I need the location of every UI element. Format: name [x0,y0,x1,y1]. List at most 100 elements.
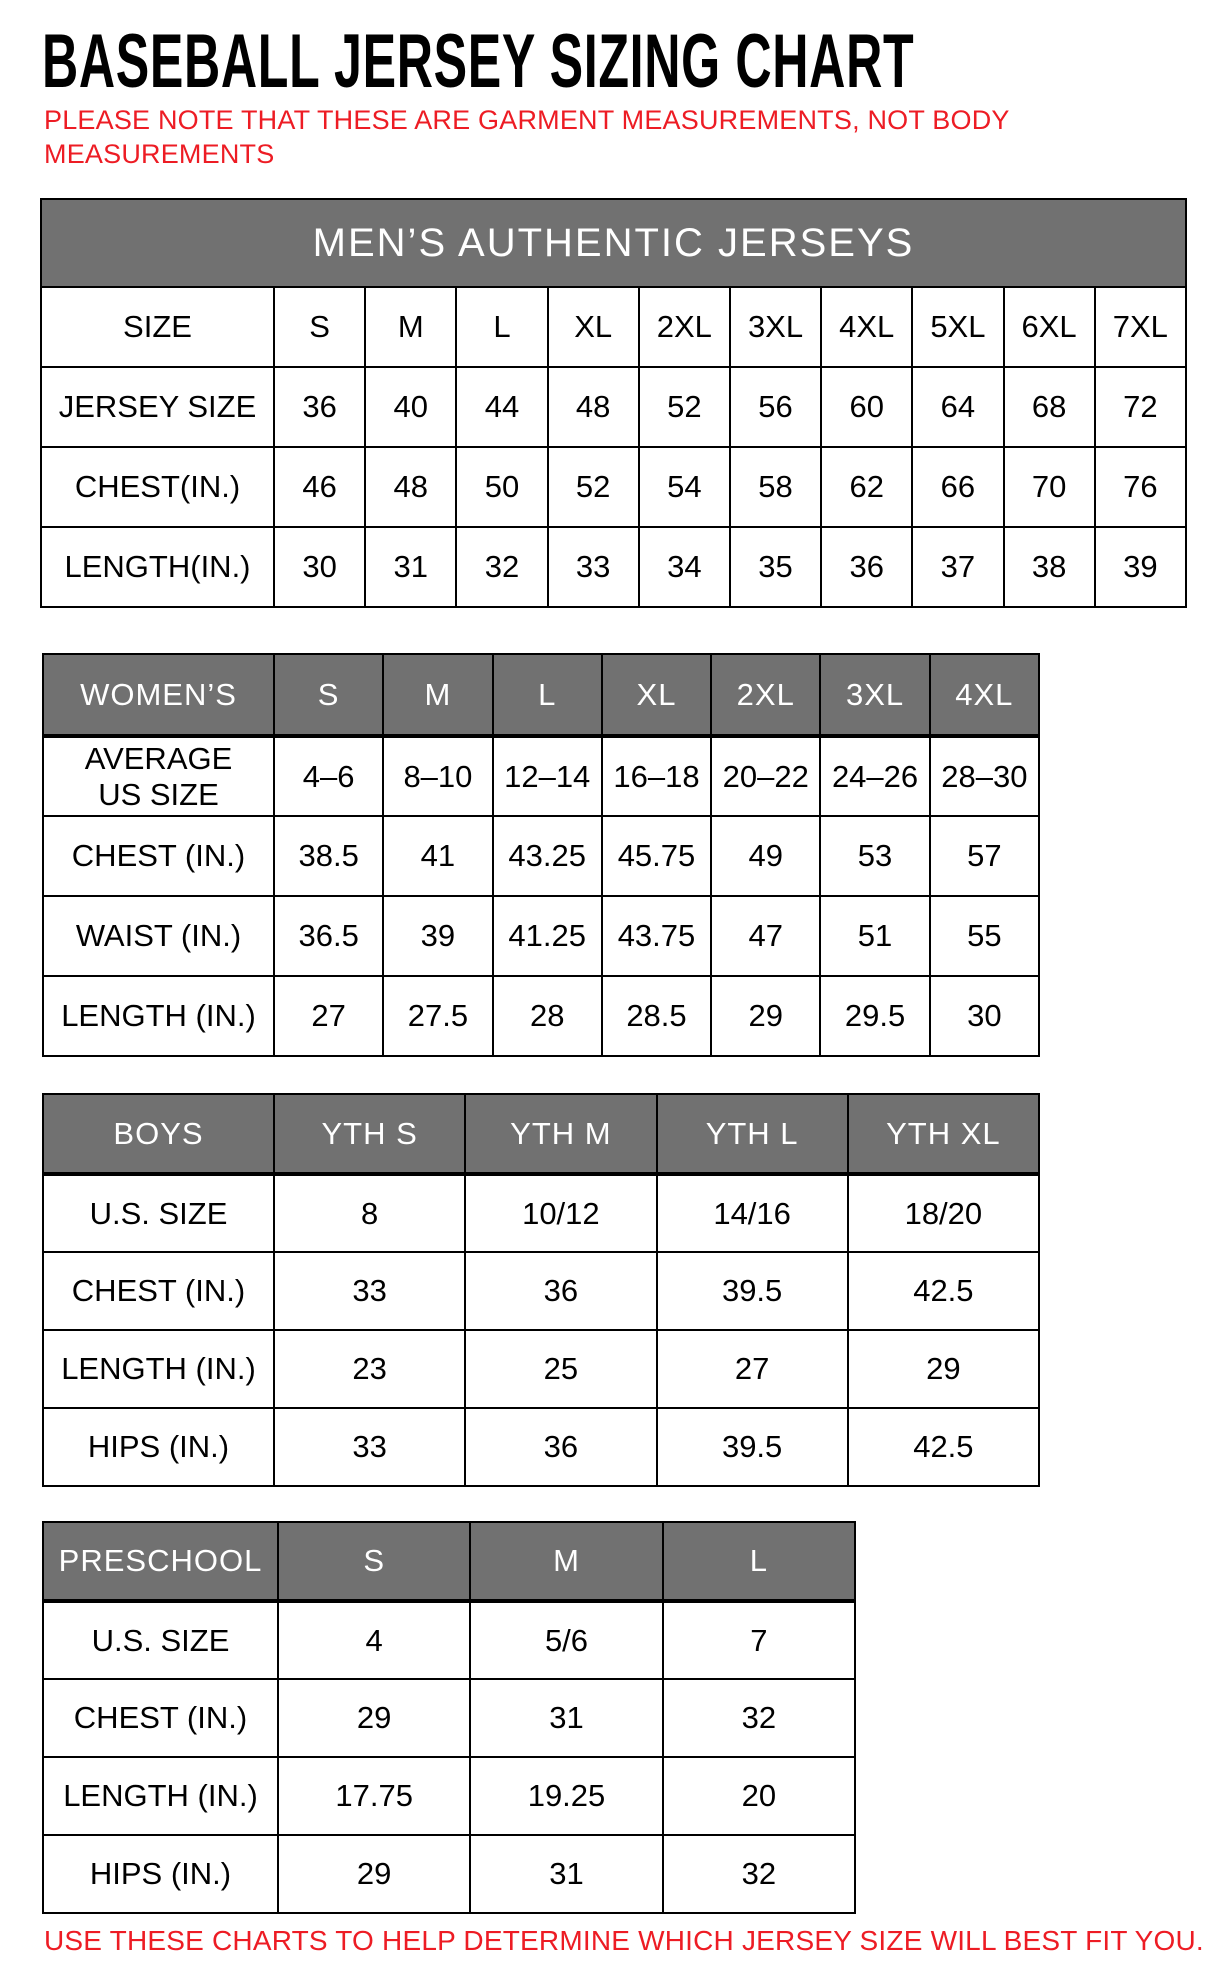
mens-sizing-table: MEN’S AUTHENTIC JERSEYS SIZE S M L XL 2XL 3XL 4X… [40,198,1188,608]
value-cell: 7 [661,1600,857,1680]
value-cell: 76 [1093,446,1188,528]
row-label-cell: CHEST(IN.) [40,446,275,528]
value-cell: 12–14 [491,735,603,817]
value-cell: 39.5 [655,1407,849,1487]
value-cell: 38 [1002,526,1096,608]
mens-table-section: MEN’S AUTHENTIC JERSEYS SIZE S M L XL 2XL 3XL 4X… [40,198,1188,608]
value-cell: 4 [276,1600,472,1680]
column-header-cell: 2XL [637,286,731,368]
value-cell: 32 [661,1834,857,1914]
preschool-sizing-table: PRESCHOOL S M L U.S. SIZE 4 5/6 7 CHEST (IN.) 29 3… [42,1521,857,1914]
column-header-cell: 7XL [1093,286,1188,368]
column-header-cell: L [455,286,549,368]
value-cell: 37 [911,526,1005,608]
column-header-row: SIZE S M L XL 2XL 3XL 4XL 5XL 6XL 7XL [40,286,1188,368]
value-cell: 18/20 [846,1173,1041,1253]
column-header-row: BOYS YTH S YTH M YTH L YTH XL [42,1093,1041,1176]
value-cell: 39.5 [655,1251,849,1331]
value-cell: 43.75 [600,895,713,977]
table-row: LENGTH (IN.) 27 27.5 28 28.5 29 29.5 30 [42,975,1041,1057]
note-line: PLEASE NOTE THAT THESE ARE GARMENT MEASU… [44,105,1010,135]
value-cell: 24–26 [819,735,931,817]
value-cell: 36 [820,526,914,608]
table-row: WAIST (IN.) 36.5 39 41.25 43.75 47 51 55 [42,895,1041,977]
row-label-cell: AVERAGE US SIZE [42,735,275,817]
value-cell: 27 [272,975,385,1057]
value-cell: 29 [846,1329,1041,1409]
fit-recommendation-note: USE THESE CHARTS TO HELP DETERMINE WHICH… [44,1925,1204,1956]
column-header-cell: 4XL [820,286,914,368]
table-banner-row: MEN’S AUTHENTIC JERSEYS [40,198,1187,288]
column-header-cell: M [382,653,494,738]
column-header-cell: SIZE [40,286,275,368]
column-header-cell: L [661,1521,857,1603]
garment-measurements-note: PLEASE NOTE THAT THESE ARE GARMENT MEASU… [44,103,1010,171]
value-cell: 28.5 [600,975,713,1057]
value-cell: 50 [455,446,549,528]
value-cell: 33 [272,1251,467,1331]
column-header-cell: 2XL [710,653,822,738]
value-cell: 10/12 [464,1173,658,1253]
value-cell: 52 [637,366,731,448]
value-cell: 41 [382,815,494,897]
row-label-cell: LENGTH (IN.) [42,1756,279,1836]
row-label-cell: JERSEY SIZE [40,366,275,448]
value-cell: 4–6 [272,735,385,817]
column-header-cell: YTH XL [846,1093,1041,1176]
table-row: JERSEY SIZE 36 40 44 48 52 56 60 64 68 72 [40,366,1188,448]
value-cell: 30 [928,975,1041,1057]
column-header-cell: XL [546,286,640,368]
value-cell: 33 [546,526,640,608]
column-header-cell: M [469,1521,664,1603]
value-cell: 39 [1093,526,1188,608]
value-cell: 28 [491,975,603,1057]
value-cell: 48 [546,366,640,448]
value-cell: 23 [272,1329,467,1409]
value-cell: 49 [710,815,822,897]
table-row: HIPS (IN.) 29 31 32 [42,1834,857,1914]
value-cell: 29 [276,1834,472,1914]
value-cell: 20 [661,1756,857,1836]
value-cell: 46 [272,446,367,528]
value-cell: 27 [655,1329,849,1409]
value-cell: 27.5 [382,975,494,1057]
row-label-cell: CHEST (IN.) [42,1678,279,1758]
value-cell: 8–10 [382,735,494,817]
value-cell: 47 [710,895,822,977]
value-cell: 58 [728,446,823,528]
value-cell: 16–18 [600,735,713,817]
value-cell: 48 [364,446,458,528]
row-label-cell: LENGTH (IN.) [42,975,275,1057]
column-header-cell: YTH M [464,1093,658,1176]
boys-sizing-table: BOYS YTH S YTH M YTH L YTH XL U.S. SIZE 8 10/12… [42,1093,1041,1487]
row-label-cell: HIPS (IN.) [42,1407,275,1487]
row-label-cell: CHEST (IN.) [42,815,275,897]
value-cell: 29.5 [819,975,931,1057]
table-row: CHEST (IN.) 29 31 32 [42,1678,857,1758]
value-cell: 34 [637,526,731,608]
column-header-cell: PRESCHOOL [42,1521,279,1603]
value-cell: 42.5 [846,1251,1041,1331]
table-row: CHEST (IN.) 38.5 41 43.25 45.75 49 53 57 [42,815,1041,897]
table-row: AVERAGE US SIZE 4–6 8–10 12–14 16–18 20–22 24–… [42,735,1041,817]
value-cell: 60 [820,366,914,448]
value-cell: 25 [464,1329,658,1409]
value-cell: 36 [272,366,367,448]
value-cell: 29 [710,975,822,1057]
value-cell: 66 [911,446,1005,528]
column-header-cell: 3XL [819,653,931,738]
value-cell: 31 [469,1678,664,1758]
value-cell: 33 [272,1407,467,1487]
value-cell: 57 [928,815,1041,897]
value-cell: 54 [637,446,731,528]
value-cell: 5/6 [469,1600,664,1680]
value-cell: 42.5 [846,1407,1041,1487]
column-header-cell: 6XL [1002,286,1096,368]
value-cell: 31 [364,526,458,608]
column-header-cell: S [276,1521,472,1603]
column-header-cell: L [491,653,603,738]
page-title: BASEBALL JERSEY SIZING CHART [42,19,915,104]
value-cell: 17.75 [276,1756,472,1836]
value-cell: 36.5 [272,895,385,977]
